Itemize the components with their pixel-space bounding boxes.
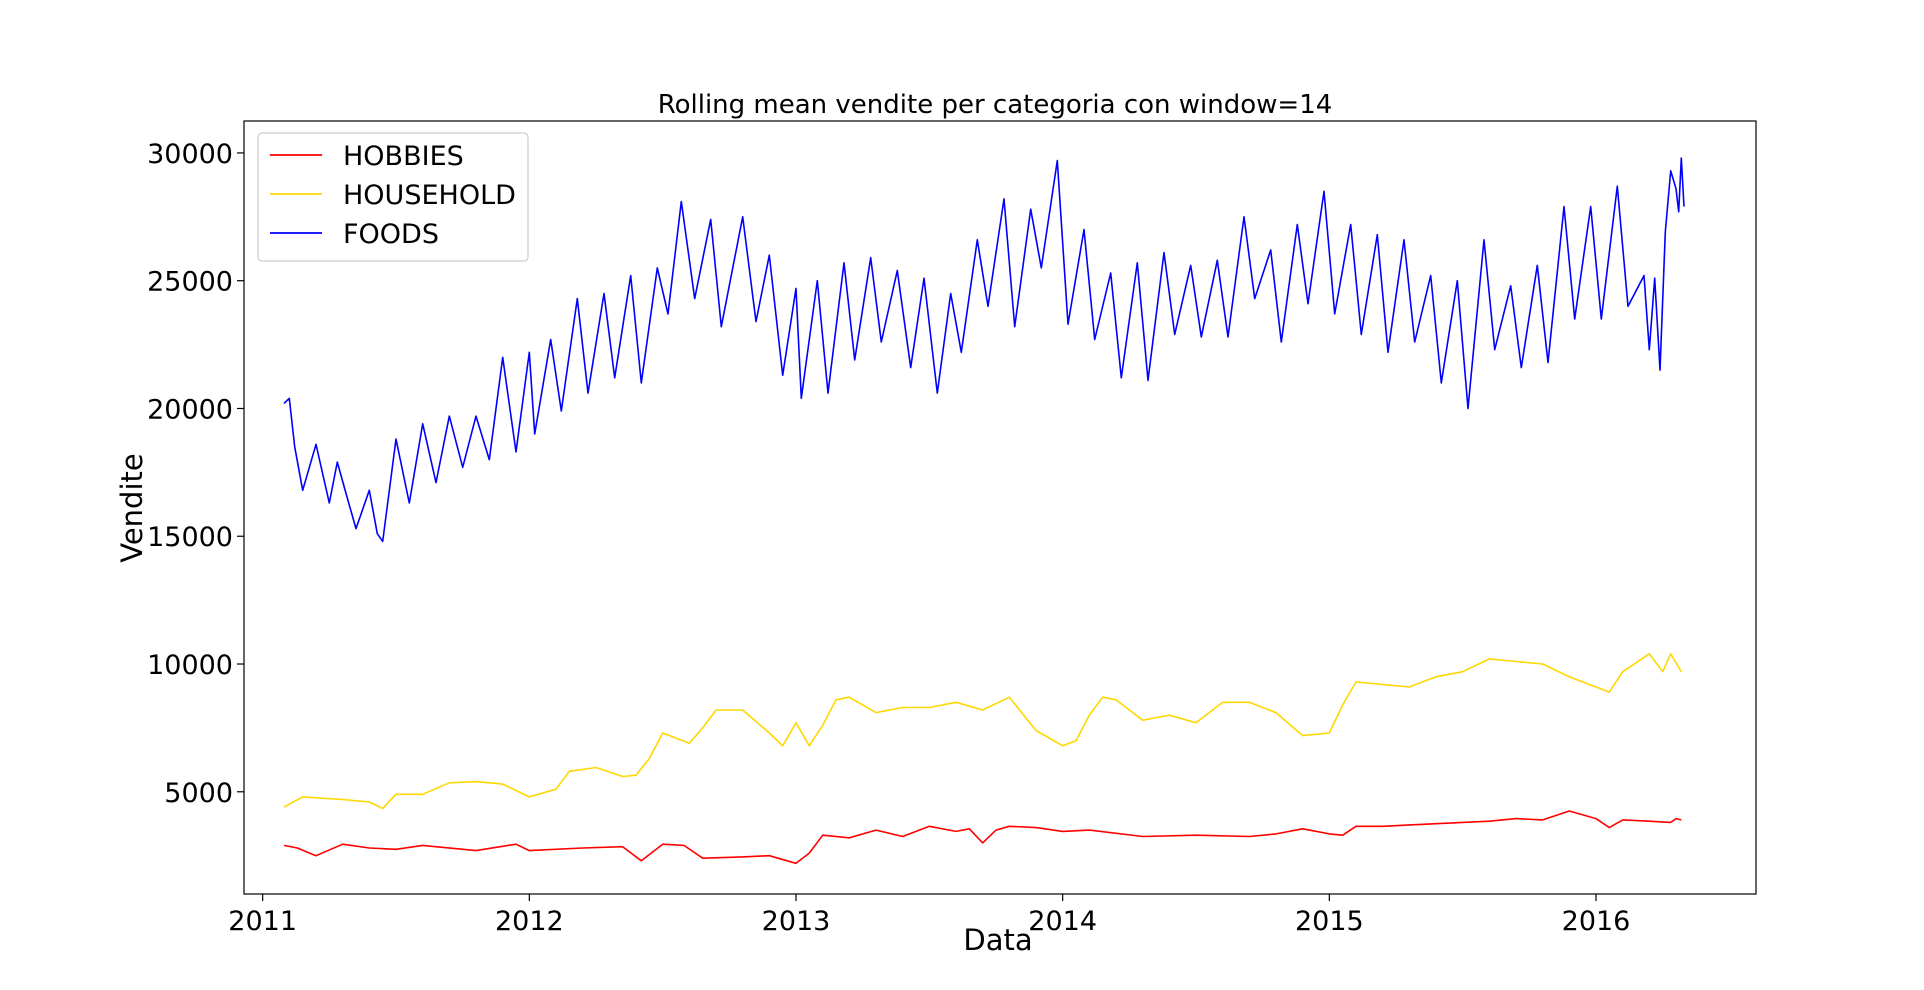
y-tick-label: 5000	[164, 778, 233, 809]
x-tick-label: 2014	[1028, 906, 1097, 937]
y-axis-ticks: 5000 10000 15000 20000 25000 30000	[147, 139, 244, 809]
series-line-household	[283, 653, 1682, 810]
y-axis-label: Vendite	[115, 453, 149, 563]
y-tick-label: 10000	[147, 650, 233, 681]
series-layer	[283, 157, 1685, 865]
x-tick-label: 2016	[1562, 906, 1631, 937]
y-tick-label: 15000	[147, 522, 233, 553]
series-line-hobbies	[283, 810, 1682, 865]
x-tick-label: 2015	[1295, 906, 1364, 937]
x-tick-label: 2013	[762, 906, 831, 937]
x-tick-label: 2011	[228, 906, 297, 937]
y-tick-label: 20000	[147, 394, 233, 425]
legend-label-hobbies: HOBBIES	[343, 141, 464, 172]
legend-label-household: HOUSEHOLD	[343, 180, 516, 211]
x-tick-label: 2012	[495, 906, 564, 937]
series-line-foods	[283, 157, 1685, 543]
chart-title: Rolling mean vendite per categoria con w…	[658, 90, 1333, 120]
legend-label-foods: FOODS	[343, 219, 439, 250]
y-tick-label: 30000	[147, 139, 233, 170]
y-tick-label: 25000	[147, 267, 233, 298]
x-axis-label: Data	[963, 923, 1032, 957]
x-axis-ticks: 2011 2012 2013 2014 2015 2016	[228, 894, 1630, 937]
legend-box	[257, 132, 529, 262]
legend: HOBBIES HOUSEHOLD FOODS	[257, 132, 529, 262]
